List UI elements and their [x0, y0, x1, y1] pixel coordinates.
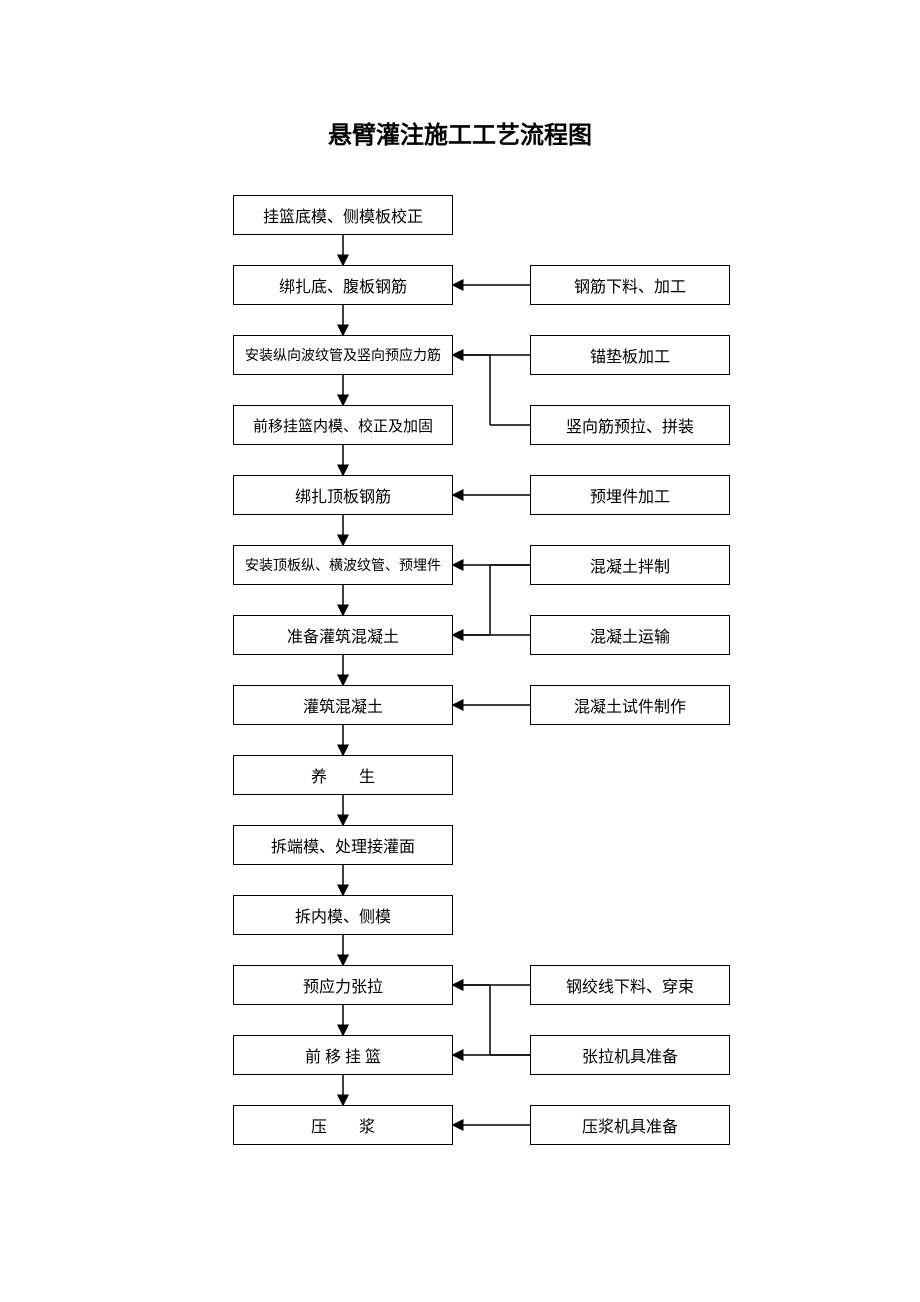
- flow-box-L12: 预应力张拉: [233, 965, 453, 1005]
- flow-box-R8: 钢绞线下料、穿束: [530, 965, 730, 1005]
- flow-box-R3: 竖向筋预拉、拼装: [530, 405, 730, 445]
- connector-svg: [0, 0, 920, 1302]
- flow-box-L1: 挂篮底模、侧模板校正: [233, 195, 453, 235]
- flow-box-L14: 压 浆: [233, 1105, 453, 1145]
- flow-box-R4: 预埋件加工: [530, 475, 730, 515]
- flowchart-page: 悬臂灌注施工工艺流程图 挂篮底模、侧模板校正绑扎底、腹板钢筋安装纵向波纹管及竖向…: [0, 0, 920, 1302]
- flow-box-R1: 钢筋下料、加工: [530, 265, 730, 305]
- flow-box-L11: 拆内模、侧模: [233, 895, 453, 935]
- page-title: 悬臂灌注施工工艺流程图: [0, 115, 920, 150]
- flow-box-L2: 绑扎底、腹板钢筋: [233, 265, 453, 305]
- flow-box-L6: 安装顶板纵、横波纹管、预埋件: [233, 545, 453, 585]
- flow-box-L3: 安装纵向波纹管及竖向预应力筋: [233, 335, 453, 375]
- flow-box-R10: 压浆机具准备: [530, 1105, 730, 1145]
- flow-box-L7: 准备灌筑混凝土: [233, 615, 453, 655]
- flow-box-R7: 混凝土试件制作: [530, 685, 730, 725]
- flow-box-R6: 混凝土运输: [530, 615, 730, 655]
- flow-box-L4: 前移挂篮内模、校正及加固: [233, 405, 453, 445]
- flow-box-R2: 锚垫板加工: [530, 335, 730, 375]
- flow-box-L5: 绑扎顶板钢筋: [233, 475, 453, 515]
- flow-box-L8: 灌筑混凝土: [233, 685, 453, 725]
- flow-box-L9: 养 生: [233, 755, 453, 795]
- flow-box-L13: 前 移 挂 篮: [233, 1035, 453, 1075]
- flow-box-R9: 张拉机具准备: [530, 1035, 730, 1075]
- flow-box-R5: 混凝土拌制: [530, 545, 730, 585]
- flow-box-L10: 拆端模、处理接灌面: [233, 825, 453, 865]
